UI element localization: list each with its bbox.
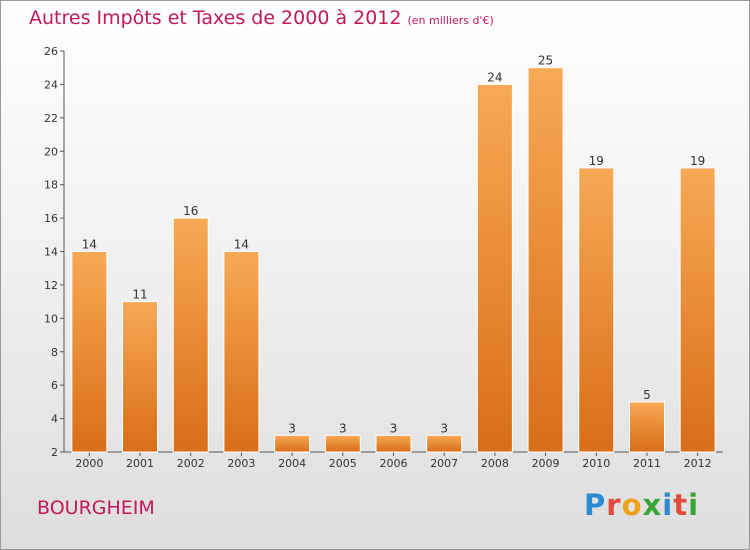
bar <box>628 401 665 453</box>
x-tick-label: 2004 <box>278 457 306 470</box>
bar <box>527 67 564 453</box>
value-label: 25 <box>538 54 553 68</box>
logo-letter: P <box>584 488 607 522</box>
x-tick-label: 2010 <box>582 457 610 470</box>
value-label: 3 <box>440 421 448 435</box>
x-tick-label: 2000 <box>75 457 103 470</box>
y-tick-label: 24 <box>44 78 58 91</box>
bar <box>476 83 513 453</box>
bar <box>324 434 361 453</box>
commune-name: BOURGHEIM <box>37 497 155 519</box>
x-tick-label: 2006 <box>380 457 408 470</box>
bar <box>578 167 615 453</box>
proxiti-logo: Proxiti <box>584 488 699 522</box>
bar <box>375 434 412 453</box>
y-tick-label: 6 <box>51 379 58 392</box>
y-tick-label: 22 <box>44 112 58 125</box>
bar <box>679 167 716 453</box>
value-label: 24 <box>487 70 502 84</box>
y-tick-label: 4 <box>51 413 58 426</box>
x-tick-label: 2008 <box>481 457 509 470</box>
y-tick-label: 20 <box>44 145 58 158</box>
title-text: Autres Impôts et Taxes de 2000 à 2012 <box>29 7 402 29</box>
y-tick-label: 16 <box>44 212 58 225</box>
bar <box>172 217 209 453</box>
y-tick-label: 18 <box>44 179 58 192</box>
subtitle-text: (en milliers d'€) <box>407 14 494 27</box>
labels: 2000 14 2001 11 2002 16 2003 14 2004 3 2005 3 2006 3 2… <box>75 54 711 470</box>
logo-letter: r <box>606 488 622 522</box>
x-tick-label: 2007 <box>430 457 458 470</box>
value-label: 3 <box>288 421 296 435</box>
x-tick-label: 2009 <box>532 457 560 470</box>
x-tick-label: 2001 <box>126 457 154 470</box>
value-label: 14 <box>82 238 97 252</box>
x-tick-label: 2012 <box>684 457 712 470</box>
x-tick-label: 2002 <box>177 457 205 470</box>
value-label: 14 <box>234 238 249 252</box>
bar <box>223 251 260 453</box>
value-label: 3 <box>339 421 347 435</box>
x-tick-label: 2011 <box>633 457 661 470</box>
value-label: 5 <box>643 388 651 402</box>
y-tick-label: 12 <box>44 279 58 292</box>
bar <box>71 251 108 453</box>
y-tick-label: 26 <box>44 45 58 58</box>
value-label: 16 <box>183 204 198 218</box>
y-tick-label: 8 <box>51 346 58 359</box>
y-tick-label: 14 <box>44 246 58 259</box>
logo-letter: o <box>621 488 643 522</box>
logo-letter: i <box>662 488 674 522</box>
x-tick-label: 2005 <box>329 457 357 470</box>
logo-letter: i <box>688 488 700 522</box>
chart-title: Autres Impôts et Taxes de 2000 à 2012 (en… <box>29 7 494 29</box>
y-tick-label: 2 <box>51 446 58 459</box>
y-tick-label: 10 <box>44 312 58 325</box>
bars <box>71 67 716 453</box>
value-label: 19 <box>589 154 604 168</box>
logo-letter: x <box>642 488 663 522</box>
logo-letter: t <box>673 488 689 522</box>
x-tick-label: 2003 <box>227 457 255 470</box>
value-label: 3 <box>390 421 398 435</box>
bar <box>274 434 311 453</box>
value-label: 19 <box>690 154 705 168</box>
value-label: 11 <box>132 288 147 302</box>
bar <box>122 301 159 453</box>
bar <box>426 434 463 453</box>
